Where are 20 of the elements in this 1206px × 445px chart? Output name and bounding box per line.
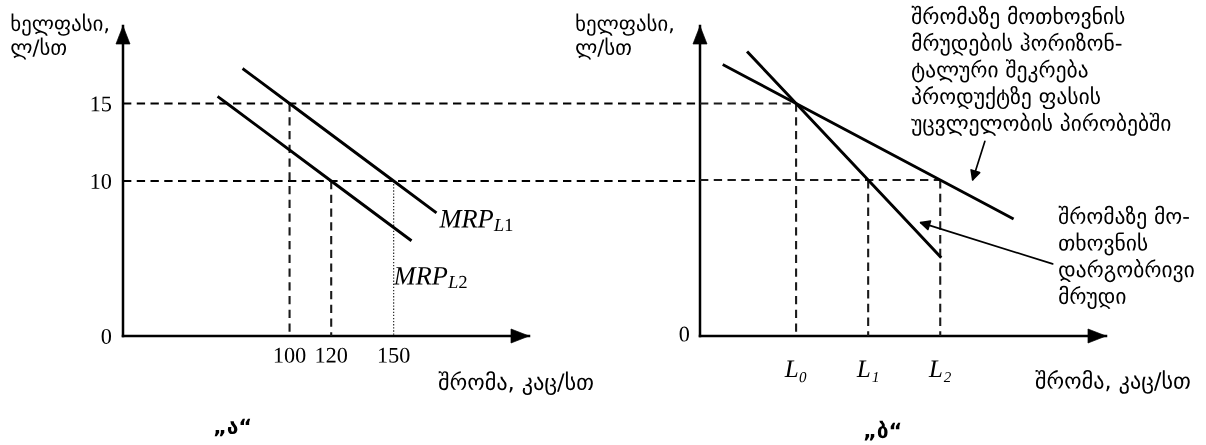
annotation: 0 <box>679 326 689 342</box>
x-axis-title: შრომა, კაც/სთ <box>438 371 593 396</box>
x-axis-title: შრომა, კაც/სთ <box>1035 369 1190 394</box>
x-tick-label: L₁ <box>856 360 878 382</box>
x-tick-label: L₀ <box>784 360 807 383</box>
x-tick-label: 150 <box>378 347 410 363</box>
y-tick-label: 15 <box>91 96 112 112</box>
y-axis-title: ხელფასი, ლ/სთ <box>576 13 673 60</box>
x-tick-label: 100 <box>274 347 306 363</box>
text: „ა“ <box>214 418 251 437</box>
x-tick-label: L₂ <box>928 360 951 383</box>
series-label: MRP$_{L1}$ <box>439 210 513 232</box>
series-label: MRP$_{L2}$ <box>393 267 467 289</box>
text: შრომაზე მო- თხოვნის დარგობრივი მრუდი <box>1058 205 1194 309</box>
y-tick-label: 10 <box>91 173 112 189</box>
text: „ბ“ <box>864 420 901 441</box>
y-tick-label: 0 <box>101 328 112 344</box>
y-axis-title: ხელფასი, ლ/სთ <box>11 13 108 60</box>
series-label: შრომაზე მოთხოვნის მრუდების ჰორიზონ- ტალური შეკრება პროდუქტზე ფასის უცვლელობის პირობებში <box>911 5 1171 136</box>
x-tick-label: 120 <box>316 347 348 363</box>
